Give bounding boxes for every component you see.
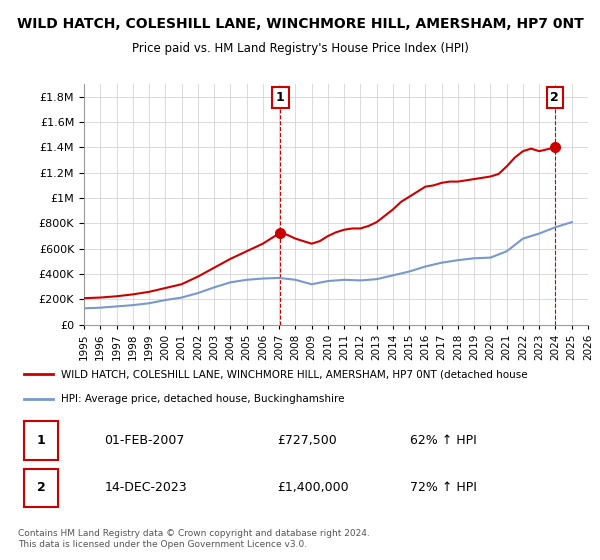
Text: 01-FEB-2007: 01-FEB-2007 [104, 434, 185, 447]
Text: 62% ↑ HPI: 62% ↑ HPI [410, 434, 476, 447]
Text: WILD HATCH, COLESHILL LANE, WINCHMORE HILL, AMERSHAM, HP7 0NT: WILD HATCH, COLESHILL LANE, WINCHMORE HI… [17, 17, 583, 31]
Text: 14-DEC-2023: 14-DEC-2023 [104, 482, 187, 494]
FancyBboxPatch shape [24, 469, 58, 507]
Text: 2: 2 [37, 482, 46, 494]
Text: Contains HM Land Registry data © Crown copyright and database right 2024.
This d: Contains HM Land Registry data © Crown c… [18, 529, 370, 549]
Text: 72% ↑ HPI: 72% ↑ HPI [410, 482, 476, 494]
Text: £1,400,000: £1,400,000 [277, 482, 349, 494]
Text: Price paid vs. HM Land Registry's House Price Index (HPI): Price paid vs. HM Land Registry's House … [131, 42, 469, 55]
Text: WILD HATCH, COLESHILL LANE, WINCHMORE HILL, AMERSHAM, HP7 0NT (detached house: WILD HATCH, COLESHILL LANE, WINCHMORE HI… [61, 369, 528, 379]
FancyBboxPatch shape [24, 422, 58, 460]
Text: HPI: Average price, detached house, Buckinghamshire: HPI: Average price, detached house, Buck… [61, 394, 344, 404]
Text: £727,500: £727,500 [277, 434, 337, 447]
Text: 2: 2 [550, 91, 559, 104]
Text: 1: 1 [276, 91, 285, 104]
Text: 1: 1 [37, 434, 46, 447]
